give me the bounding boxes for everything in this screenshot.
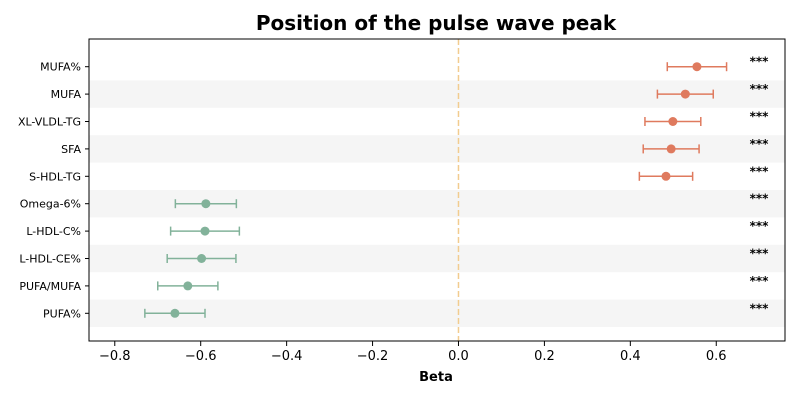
forest-row: *** xyxy=(174,192,770,209)
significance-label: *** xyxy=(750,219,770,233)
y-tick-label: PUFA% xyxy=(43,307,81,320)
significance-label: *** xyxy=(750,137,770,151)
significance-label: *** xyxy=(750,301,770,315)
forest-row: *** xyxy=(156,274,770,291)
forest-row: *** xyxy=(666,55,770,72)
x-axis-label: Beta xyxy=(419,370,453,385)
beta-point xyxy=(200,226,210,236)
significance-label: *** xyxy=(750,274,770,288)
y-tick-label: L-HDL-C% xyxy=(26,225,81,238)
forest-row: *** xyxy=(656,82,770,99)
significance-label: *** xyxy=(750,110,770,124)
x-axis: −0.8 −0.6 −0.4 −0.2 0.0 0.2 0.4 0.6 xyxy=(99,341,727,364)
x-tick-label: 0.4 xyxy=(620,349,641,364)
significance-label: *** xyxy=(750,192,770,206)
forest-row: *** xyxy=(144,301,770,318)
y-tick-label: MUFA% xyxy=(40,61,81,74)
beta-point xyxy=(197,254,207,263)
x-tick-label: −0.2 xyxy=(357,349,389,364)
beta-point xyxy=(201,199,211,209)
forest-row: *** xyxy=(638,164,770,181)
y-tick-label: L-HDL-CE% xyxy=(19,253,81,266)
forest-row: *** xyxy=(169,219,770,236)
beta-point xyxy=(668,117,678,126)
plot-marks: *** *** *** *** *** *** *** *** *** *** xyxy=(144,55,770,318)
beta-point xyxy=(666,144,676,154)
y-tick-label: XL-VLDL-TG xyxy=(18,116,81,129)
y-tick-label: SFA xyxy=(61,143,81,156)
x-tick-label: −0.4 xyxy=(271,349,303,364)
significance-label: *** xyxy=(750,55,770,69)
x-tick-label: 0.0 xyxy=(448,349,469,364)
y-tick-label: Omega-6% xyxy=(20,198,81,211)
significance-label: *** xyxy=(750,164,770,178)
x-tick-label: 0.2 xyxy=(534,349,555,364)
chart-title: Position of the pulse wave peak xyxy=(256,11,617,35)
x-tick-label: 0.6 xyxy=(706,349,727,364)
beta-point xyxy=(661,171,671,181)
y-axis: MUFA% MUFA XL-VLDL-TG SFA S-HDL-TG Omega-6% L-… xyxy=(18,61,89,320)
y-tick-label: PUFA/MUFA xyxy=(19,280,81,293)
plot-frame xyxy=(88,38,786,342)
y-tick-label: S-HDL-TG xyxy=(29,170,81,183)
significance-label: *** xyxy=(750,247,770,261)
beta-point xyxy=(692,62,702,72)
x-tick-label: −0.8 xyxy=(99,349,131,364)
y-tick-label: MUFA xyxy=(51,88,82,101)
significance-label: *** xyxy=(750,82,770,96)
beta-point xyxy=(183,281,193,291)
beta-point xyxy=(680,89,690,99)
beta-point xyxy=(170,308,180,318)
x-tick-label: −0.6 xyxy=(185,349,217,364)
forest-row: *** xyxy=(644,110,770,126)
forest-row: *** xyxy=(166,247,770,263)
forest-row: *** xyxy=(642,137,770,154)
